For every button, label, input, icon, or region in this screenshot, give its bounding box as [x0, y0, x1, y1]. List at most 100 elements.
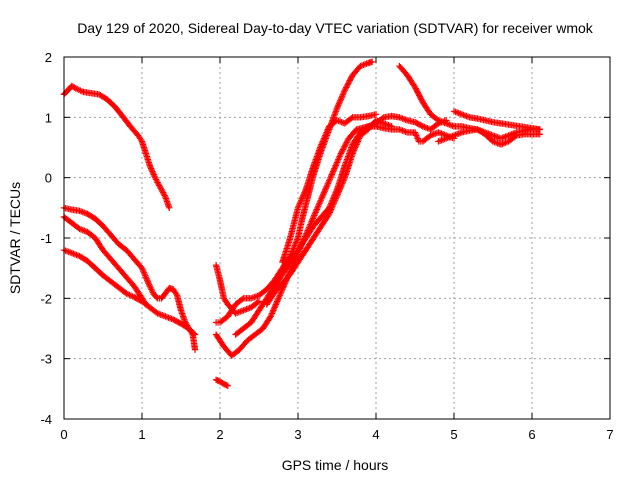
data-point [311, 212, 318, 219]
data-point [343, 82, 351, 90]
data-point [272, 301, 280, 308]
data-point [333, 192, 341, 199]
data-point [333, 194, 340, 201]
data-point [223, 382, 230, 389]
data-point [147, 165, 155, 172]
data-point [295, 203, 302, 210]
data-point [143, 275, 150, 282]
data-point [172, 290, 180, 298]
data-point [340, 88, 348, 95]
data-point [273, 299, 280, 307]
data-point [166, 204, 173, 212]
data-point [331, 197, 339, 204]
data-point [337, 183, 345, 190]
data-point [388, 123, 395, 130]
y-tick-label: 0 [45, 171, 52, 186]
series-track-6 [212, 376, 231, 390]
data-point [327, 172, 335, 180]
data-point [318, 139, 326, 147]
data-point [335, 102, 342, 109]
data-point [319, 192, 326, 199]
data-point [309, 216, 316, 224]
data-point [330, 200, 337, 207]
data-point [272, 302, 279, 310]
data-point [320, 191, 327, 198]
data-point [271, 304, 278, 311]
data-point [329, 168, 337, 175]
series-track-7 [212, 58, 376, 326]
data-point [277, 289, 285, 296]
data-point [339, 146, 347, 153]
data-point [346, 77, 353, 84]
data-point [341, 142, 349, 149]
data-point [279, 286, 286, 293]
data-point [297, 198, 304, 205]
data-point [355, 136, 362, 144]
data-point [347, 76, 354, 83]
data-point [337, 97, 344, 104]
data-point [315, 201, 322, 209]
series-track-1 [60, 82, 173, 212]
data-point [333, 105, 341, 112]
data-point [146, 162, 153, 169]
data-point [321, 188, 328, 195]
data-point [318, 195, 325, 202]
data-point [334, 157, 341, 165]
data-point [413, 86, 420, 94]
data-point [332, 162, 339, 169]
data-point [144, 278, 152, 285]
data-marks [60, 58, 543, 390]
data-point [314, 204, 321, 212]
data-point [328, 171, 335, 178]
data-point [416, 93, 424, 100]
data-point [149, 168, 156, 175]
data-point [329, 169, 336, 177]
x-tick-label: 3 [294, 427, 301, 442]
data-point [348, 115, 355, 122]
data-point [326, 210, 333, 218]
data-point [298, 195, 306, 202]
data-point [300, 191, 308, 198]
series-track-2 [60, 204, 199, 353]
data-point [333, 160, 340, 168]
data-point [343, 139, 350, 146]
data-point [313, 207, 320, 215]
data-point [341, 143, 348, 150]
data-point [340, 90, 347, 97]
data-point [325, 178, 332, 186]
data-point [413, 88, 421, 95]
data-point [320, 135, 328, 142]
data-point [293, 237, 300, 245]
data-point [311, 210, 319, 218]
data-point [142, 274, 150, 281]
data-point [224, 382, 231, 390]
y-axis-label: SDTVAR / TECUs [7, 182, 23, 294]
data-point [418, 122, 425, 129]
data-point [322, 185, 330, 192]
data-point [308, 218, 315, 225]
data-point [141, 271, 148, 278]
data-point [353, 141, 360, 148]
data-point [412, 85, 419, 92]
data-point [147, 163, 154, 171]
data-point [326, 209, 334, 216]
data-point [334, 103, 341, 110]
data-point [140, 269, 148, 276]
data-point [318, 141, 325, 148]
data-point [320, 136, 327, 144]
data-point [336, 153, 343, 160]
data-point [278, 287, 285, 294]
data-point [511, 133, 519, 140]
data-point [266, 314, 274, 321]
data-point [414, 135, 421, 142]
data-point [325, 212, 332, 219]
series-track-4 [60, 246, 199, 338]
data-point [349, 150, 356, 157]
data-point [145, 281, 153, 288]
data-point [350, 147, 358, 154]
data-point [313, 206, 321, 213]
data-point [322, 132, 329, 139]
series-track-14 [435, 126, 543, 148]
data-point [336, 186, 343, 193]
